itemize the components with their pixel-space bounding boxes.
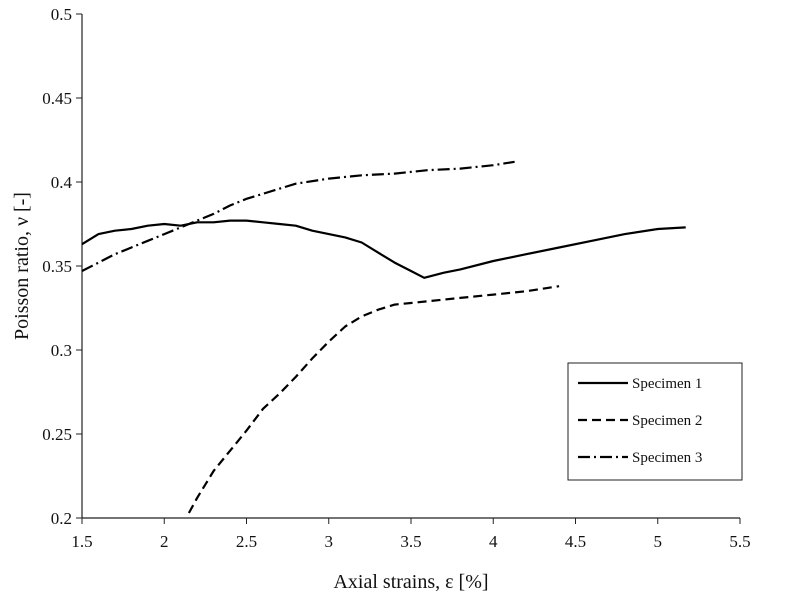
axis-ticks: 1.5 2 2.5 3 3.5 4 4.5 5 5.5 0.2 0.25 0.3 0.35 0.4 0.45…	[42, 5, 750, 551]
x-tick-label: 4.5	[565, 532, 586, 551]
series-layer	[81, 160, 686, 514]
legend: Specimen 1 Specimen 2 Specimen 3	[567, 362, 743, 481]
x-tick-label: 5.5	[729, 532, 750, 551]
x-tick-label: 1.5	[71, 532, 92, 551]
x-axis-title: Axial strains, ε [%]	[333, 571, 488, 593]
x-tick-label: 5	[654, 532, 663, 551]
x-tick-label: 4	[489, 532, 498, 551]
y-tick-label: 0.45	[42, 89, 72, 108]
x-tick-label: 2.5	[236, 532, 257, 551]
y-tick-label: 0.3	[51, 341, 72, 360]
x-tick-label: 3.5	[400, 532, 421, 551]
y-tick-label: 0.25	[42, 425, 72, 444]
legend-label-specimen-1: Specimen 1	[632, 376, 702, 392]
legend-label-specimen-3: Specimen 3	[632, 450, 702, 466]
y-tick-label: 0.4	[51, 173, 73, 192]
legend-label-specimen-2: Specimen 2	[632, 413, 702, 429]
series-line-specimen-3	[81, 160, 515, 272]
y-axis-title: Poisson ratio, ν [-]	[11, 192, 33, 340]
x-tick-label: 2	[160, 532, 169, 551]
x-tick-label: 3	[325, 532, 334, 551]
y-tick-label: 0.2	[51, 509, 72, 528]
series-line-specimen-1	[81, 219, 686, 279]
y-tick-label: 0.5	[51, 5, 72, 24]
series-line-specimen-2	[187, 285, 560, 514]
y-tick-label: 0.35	[42, 257, 72, 276]
